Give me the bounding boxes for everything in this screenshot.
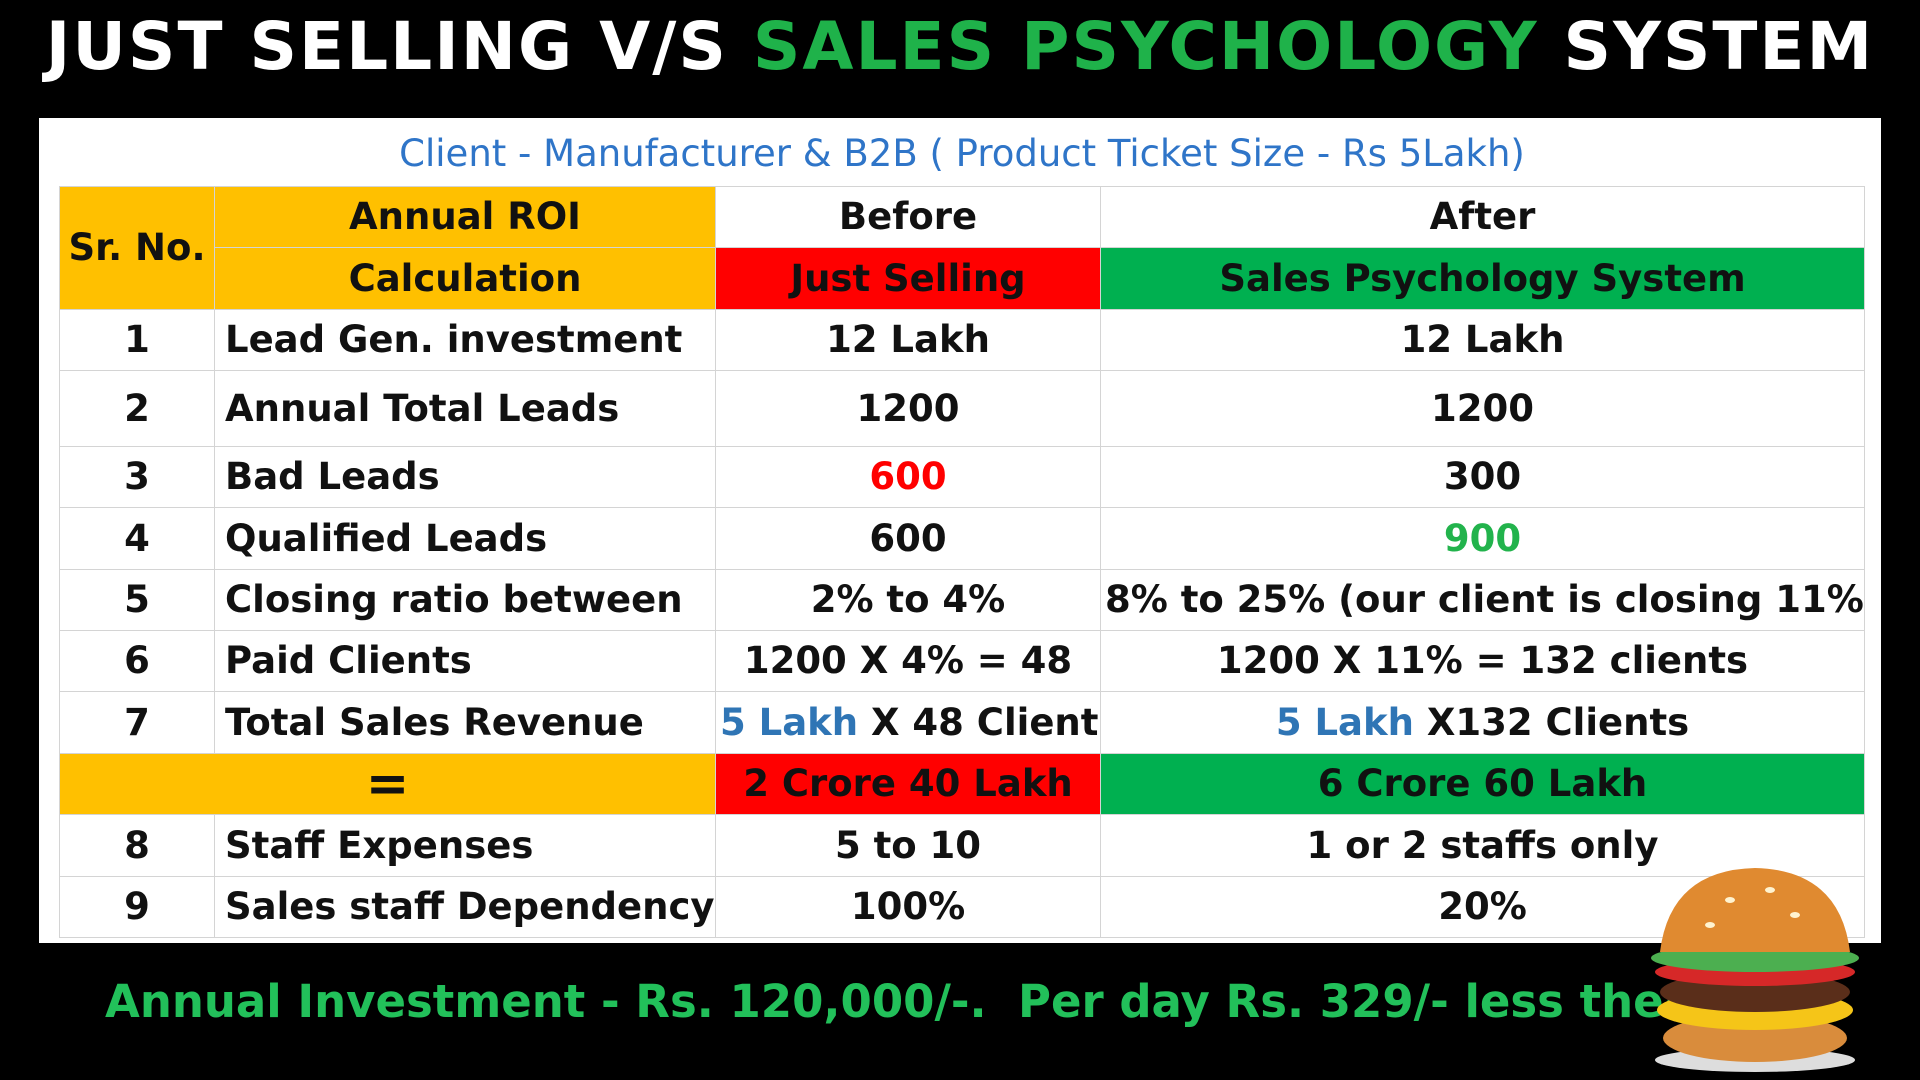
title: JUST SELLING V/S SALES PSYCHOLOGY SYSTEM [0, 8, 1920, 85]
table-body: Client - Manufacturer & B2B ( Product Ti… [59, 122, 1865, 938]
table-row: 3 Bad Leads 600 300 [59, 445, 1865, 508]
footer: Annual Investment - Rs. 120,000/-. Per d… [105, 975, 1742, 1028]
sr-no: 5 [59, 568, 215, 631]
table-row: 4 Qualified Leads 600 900 [59, 506, 1865, 570]
sheet: Client - Manufacturer & B2B ( Product Ti… [39, 118, 1881, 943]
value-highlight: 5 Lakh [720, 700, 859, 744]
header-calc: Calculation [214, 246, 716, 310]
before-value: 5 Lakh X 48 Clients [715, 690, 1101, 754]
sr-no: 9 [59, 875, 215, 938]
after-value: 1200 X 11% = 132 clients [1100, 629, 1865, 692]
sr-no: 4 [59, 506, 215, 570]
before-value: 2% to 4% [715, 568, 1101, 631]
sr-no: 1 [59, 308, 215, 371]
table-row: 7 Total Sales Revenue 5 Lakh X 48 Clients 5… [59, 690, 1865, 754]
title-highlight: SALES PSYCHOLOGY [752, 8, 1539, 85]
header-before: Before [715, 185, 1101, 248]
before-value: 600 [715, 506, 1101, 570]
sr-no: 7 [59, 690, 215, 754]
table-row: 9 Sales staff Dependency 100% 20% [59, 875, 1865, 938]
result-before: 2 Crore 40 Lakh [715, 752, 1101, 815]
item: Qualified Leads [214, 506, 716, 570]
title-part: SYSTEM [1563, 8, 1875, 85]
result-row: = 2 Crore 40 Lakh 6 Crore 60 Lakh [59, 752, 1865, 815]
before-value: 1200 [715, 369, 1101, 447]
after-value: 1200 [1100, 369, 1865, 447]
item: Annual Total Leads [214, 369, 716, 447]
roi-table: Client - Manufacturer & B2B ( Product Ti… [59, 122, 1865, 938]
header-after-sub: Sales Psychology System [1100, 246, 1865, 310]
after-value: 12 Lakh [1100, 308, 1865, 371]
before-value: 1200 X 4% = 48 [715, 629, 1101, 692]
item: Sales staff Dependency [214, 875, 716, 938]
burger-icon [1651, 868, 1859, 1072]
result-after: 6 Crore 60 Lakh [1100, 752, 1865, 815]
value-highlight: 5 Lakh [1275, 700, 1414, 744]
header-after: After [1100, 185, 1865, 248]
item: Staff Expenses [214, 813, 716, 877]
table-row: 8 Staff Expenses 5 to 10 1 or 2 staffs only [59, 813, 1865, 877]
item: Paid Clients [214, 629, 716, 692]
table-row: 1 Lead Gen. investment 12 Lakh 12 Lakh [59, 308, 1865, 371]
sr-no: 2 [59, 369, 215, 447]
header-calc: Annual ROI [214, 185, 716, 248]
after-value: 8% to 25% (our client is closing 11%) [1100, 568, 1865, 631]
sr-no: 8 [59, 813, 215, 877]
before-value: 12 Lakh [715, 308, 1101, 371]
item: Bad Leads [214, 445, 716, 508]
caption: Client - Manufacturer & B2B ( Product Ti… [399, 132, 1525, 176]
header-sr: Sr. No. [59, 185, 215, 310]
title-part: JUST SELLING V/S [45, 8, 728, 85]
before-value: 600 [715, 445, 1101, 508]
after-value: 1 or 2 staffs only [1100, 813, 1865, 877]
after-value: 900 [1100, 506, 1865, 570]
result-label: = [59, 752, 716, 815]
sr-no: 6 [59, 629, 215, 692]
table-row: 2 Annual Total Leads 1200 1200 [59, 369, 1865, 447]
after-value: 300 [1100, 445, 1865, 508]
item: Closing ratio between [214, 568, 716, 631]
item: Total Sales Revenue [214, 690, 716, 754]
before-value: 5 to 10 [715, 813, 1101, 877]
after-value: 5 Lakh X132 Clients [1100, 690, 1865, 754]
value-text: X 48 Clients [871, 700, 1101, 744]
table-row: 5 Closing ratio between 2% to 4% 8% to 25% … [59, 568, 1865, 631]
before-value: 100% [715, 875, 1101, 938]
header-before-sub: Just Selling [715, 246, 1101, 310]
sr-no: 3 [59, 445, 215, 508]
value-text: X132 Clients [1426, 700, 1690, 744]
item: Lead Gen. investment [214, 308, 716, 371]
table-row: 6 Paid Clients 1200 X 4% = 48 1200 X 11% = … [59, 629, 1865, 692]
